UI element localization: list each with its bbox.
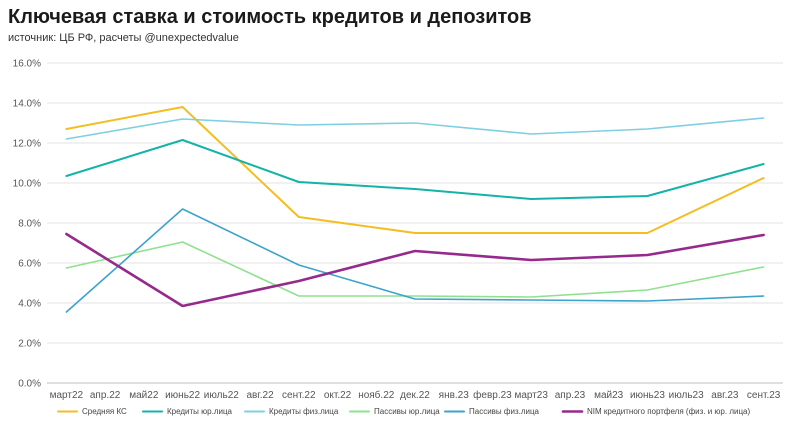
series-line (65, 241, 765, 298)
y-tick-label: 8.0% (18, 219, 41, 230)
series-line (65, 106, 765, 234)
x-tick-label: март22 (50, 390, 84, 401)
y-tick-label: 12.0% (13, 139, 41, 150)
x-tick-label: сент.23 (747, 390, 781, 401)
x-tick-label: сент.22 (282, 390, 316, 401)
legend-label: Пассивы юр.лица (374, 407, 440, 416)
x-tick-label: окт.22 (324, 390, 352, 401)
y-tick-label: 16.0% (13, 59, 41, 70)
series-line (65, 117, 765, 140)
chart-subtitle: источник: ЦБ РФ, расчеты @unexpectedvalu… (8, 32, 239, 44)
x-tick-label: июль22 (204, 390, 239, 401)
legend-label: Кредиты юр.лица (167, 407, 233, 416)
series-line (65, 232, 765, 308)
x-tick-label: дек.22 (400, 390, 430, 401)
x-tick-label: авг.22 (246, 390, 274, 401)
chart-title: Ключевая ставка и стоимость кредитов и д… (8, 6, 532, 28)
x-tick-label: май22 (129, 390, 159, 401)
x-tick-label: авг.23 (711, 390, 739, 401)
x-tick-label: июнь22 (165, 390, 200, 401)
y-tick-label: 14.0% (13, 99, 41, 110)
y-tick-label: 0.0% (18, 379, 41, 390)
legend-label: Пассивы физ.лица (469, 407, 540, 416)
x-tick-label: март23 (514, 390, 548, 401)
legend-label: Кредиты физ.лица (269, 407, 339, 416)
series-line (65, 208, 765, 313)
legend-label: NIM кредитного портфеля (физ. и юр. лица… (587, 407, 750, 416)
y-tick-label: 10.0% (13, 179, 41, 190)
series-line (65, 139, 765, 200)
y-tick-label: 2.0% (18, 339, 41, 350)
legend-label: Средняя КС (82, 407, 127, 416)
x-tick-label: июль23 (669, 390, 704, 401)
x-tick-label: апр.22 (90, 390, 121, 401)
y-tick-label: 4.0% (18, 299, 41, 310)
x-tick-label: февр.23 (473, 389, 512, 401)
x-tick-label: апр.23 (555, 390, 586, 401)
x-tick-label: нояб.22 (358, 389, 395, 401)
y-tick-label: 6.0% (18, 259, 41, 270)
x-tick-label: май23 (594, 390, 624, 401)
x-tick-label: янв.23 (439, 390, 470, 401)
x-tick-label: июнь23 (630, 390, 665, 401)
